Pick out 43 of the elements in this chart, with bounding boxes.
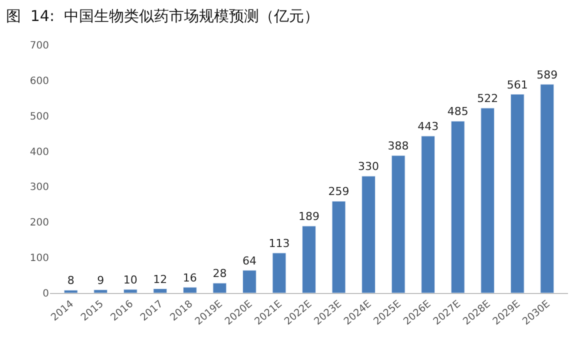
y-tick-label: 100 xyxy=(30,253,49,264)
bar xyxy=(450,120,465,293)
bar xyxy=(153,288,168,293)
data-label: 8 xyxy=(67,274,74,288)
y-tick-label: 600 xyxy=(30,76,49,87)
y-tick-label: 500 xyxy=(30,111,49,122)
bar xyxy=(510,94,524,293)
y-tick-label: 200 xyxy=(30,218,49,229)
bar xyxy=(480,108,495,293)
data-label: 9 xyxy=(97,274,104,287)
data-label: 64 xyxy=(242,254,256,268)
data-label: 561 xyxy=(506,78,528,92)
y-tick-label: 700 xyxy=(30,40,49,52)
data-label: 113 xyxy=(268,236,290,250)
data-label: 522 xyxy=(477,92,498,106)
y-tick-label: 0 xyxy=(42,288,49,300)
data-label: 330 xyxy=(358,160,380,174)
bar xyxy=(182,287,197,293)
y-tick-label: 300 xyxy=(30,182,49,194)
bar xyxy=(332,200,346,293)
bar xyxy=(391,155,406,293)
bar xyxy=(540,84,554,293)
bar xyxy=(272,252,286,293)
bar xyxy=(242,270,256,293)
bar xyxy=(302,226,316,293)
data-label: 259 xyxy=(328,185,350,198)
data-label: 10 xyxy=(123,273,138,286)
data-label: 189 xyxy=(298,210,320,224)
data-label: 589 xyxy=(536,68,558,82)
data-label: 485 xyxy=(447,105,468,118)
data-label: 443 xyxy=(418,120,439,134)
data-label: 12 xyxy=(153,272,168,286)
bar xyxy=(362,176,376,293)
data-label: 16 xyxy=(182,271,197,284)
data-label: 28 xyxy=(212,267,227,280)
bar xyxy=(421,136,436,293)
bar xyxy=(123,289,138,293)
bar xyxy=(212,282,227,293)
bar xyxy=(64,290,78,293)
chart-title: 图 14: 中国生物类似药市场规模预测（亿元） xyxy=(6,6,320,25)
bar xyxy=(94,290,108,293)
y-tick-label: 400 xyxy=(30,146,49,158)
data-label: 388 xyxy=(388,140,409,153)
